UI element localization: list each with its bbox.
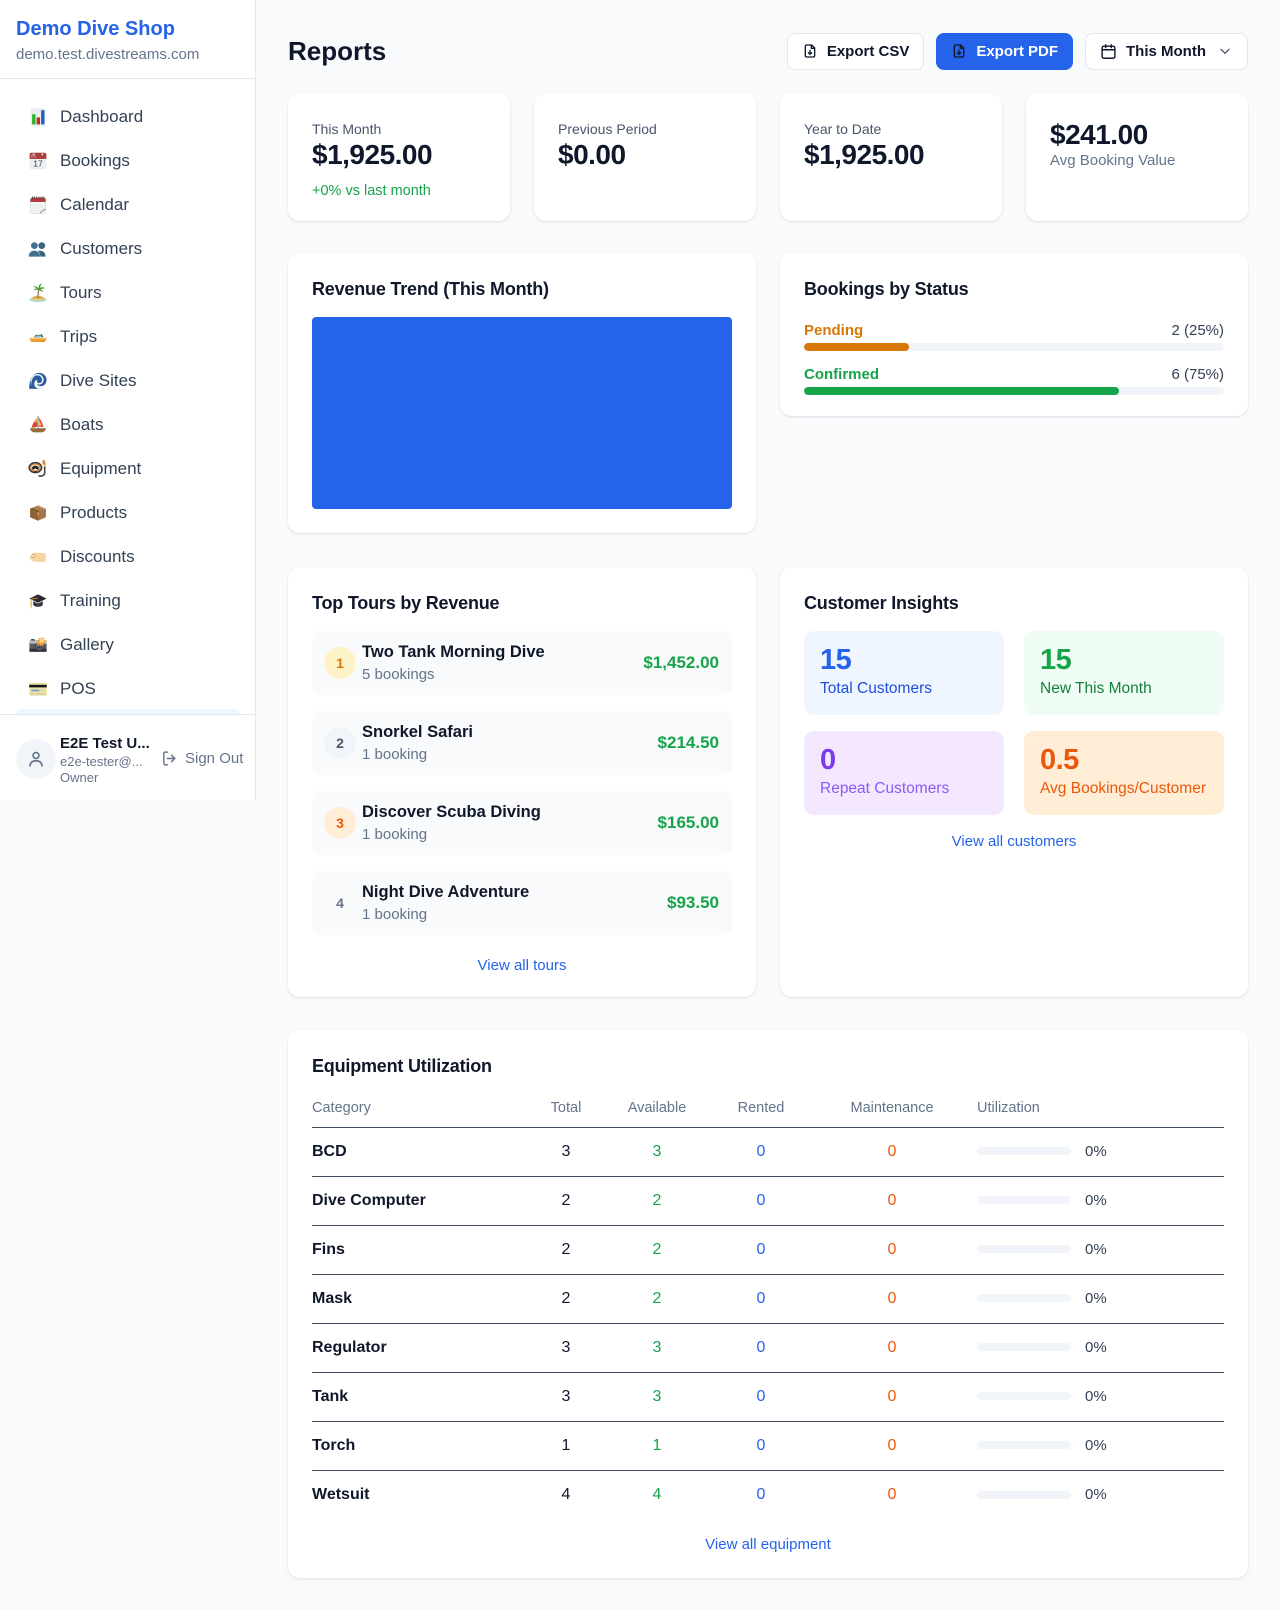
svg-text:17: 17 [33,159,43,169]
svg-text:JUL: JUL [30,154,36,158]
